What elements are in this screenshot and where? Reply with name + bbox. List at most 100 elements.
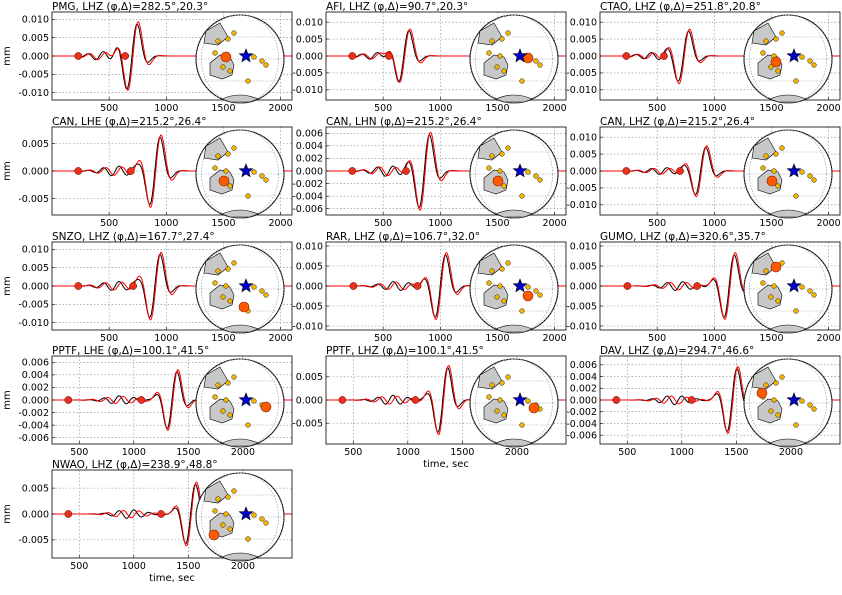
y-tick-label: 0.010: [570, 241, 597, 252]
x-tick-label: 500: [100, 218, 118, 229]
x-tick-label: 1000: [428, 218, 452, 229]
station-dot: [501, 68, 507, 74]
x-tick-label: 2000: [779, 447, 803, 458]
x-tick-label: 500: [618, 447, 636, 458]
x-tick-label: 500: [70, 447, 88, 458]
station-dot: [215, 496, 221, 502]
station-dot: [227, 298, 233, 304]
epicenter-star-icon: [238, 163, 254, 178]
y-tick-label: 0.000: [296, 166, 323, 177]
onset-marker: [74, 167, 83, 175]
phase-marker-2: [413, 282, 422, 290]
y-tick-label: 0.000: [22, 395, 49, 406]
onset-marker: [622, 167, 631, 175]
station-dot: [771, 168, 777, 174]
panel-2: 500 1000 1500 2000 0.010 0.005 0.000 -0.005 -0.0…: [292, 1, 566, 114]
phase-marker-2: [687, 396, 696, 404]
station-dot: [225, 266, 231, 272]
y-tick-label: 0.004: [22, 370, 49, 381]
x-tick-label: 1500: [759, 218, 783, 229]
station-dot: [220, 408, 226, 414]
asia-landmass: [203, 366, 229, 390]
x-tick-label: 1000: [154, 333, 178, 344]
x-tick-label: 1000: [702, 333, 726, 344]
station-dot: [489, 268, 495, 274]
station-dot: [773, 380, 779, 386]
y-tick-label: 0.000: [22, 509, 49, 520]
station-dot: [779, 30, 785, 36]
panel-title: PMG, LHZ (φ,Δ)=282.5°,20.3°: [52, 1, 208, 13]
station-dot: [231, 374, 237, 380]
phase-marker-2: [127, 167, 135, 175]
target-station-marker: [766, 175, 778, 187]
x-tick-label: 1500: [450, 447, 474, 458]
station-dot: [227, 183, 233, 189]
y-tick-label: -0.005: [566, 301, 597, 312]
y-tick-label: 0.005: [22, 139, 49, 150]
antarctica-landmass: [221, 552, 259, 561]
station-dot: [519, 78, 525, 84]
station-dot: [505, 374, 511, 380]
phase-marker-2: [402, 167, 410, 175]
panel-4: 500 1000 1500 2000 0.005 0.000 -0.005 CAN, LHE …: [2, 116, 293, 229]
station-dot: [220, 64, 226, 70]
epicenter-star-icon: [512, 163, 528, 178]
y-tick-label: -0.006: [18, 433, 49, 444]
station-dot: [251, 512, 257, 518]
panel-13: 500 1000 1500 2000 0.005 0.000 -0.005 NWAO, LHZ…: [2, 459, 293, 584]
y-tick-label: -0.005: [18, 70, 49, 81]
y-tick-label: -0.010: [566, 321, 597, 332]
epicenter-star-icon: [786, 278, 802, 293]
station-dot: [227, 526, 233, 532]
panel-title: CAN, LHZ (φ,Δ)=215.2°,26.4°: [600, 116, 755, 128]
station-dot: [768, 408, 774, 414]
epicenter-star-icon: [786, 163, 802, 178]
y-tick-label: -0.005: [18, 300, 49, 311]
phase-marker-2: [385, 52, 393, 60]
station-dot: [811, 292, 817, 298]
y-tick-label: -0.005: [566, 183, 597, 194]
asia-landmass: [203, 252, 229, 276]
station-dot: [251, 169, 257, 175]
asia-landmass: [751, 252, 777, 276]
onset-marker: [348, 167, 357, 175]
onset-marker: [338, 396, 347, 404]
station-dot: [537, 292, 543, 298]
station-dot: [499, 380, 505, 386]
y-tick-label: 0.005: [570, 149, 597, 160]
station-dot: [220, 294, 226, 300]
station-map-globe: [469, 358, 559, 448]
y-tick-label: 0.005: [296, 261, 323, 272]
station-map-globe: [743, 244, 833, 334]
antarctica-landmass: [221, 324, 259, 333]
y-tick-label: -0.002: [18, 408, 49, 419]
station-dot: [225, 494, 231, 500]
phase-marker-2: [157, 510, 165, 518]
station-dot: [251, 284, 257, 290]
station-dot: [263, 292, 269, 298]
y-tick-label: -0.002: [292, 179, 323, 190]
y-tick-label: 0.005: [22, 483, 49, 494]
asia-landmass: [203, 22, 229, 46]
y-axis-label: mm: [2, 276, 13, 295]
y-tick-label: 0.000: [22, 166, 49, 177]
station-dot: [519, 193, 525, 199]
y-tick-label: 0.000: [570, 166, 597, 177]
station-map-globe: [743, 358, 833, 448]
station-dot: [763, 38, 769, 44]
phase-marker-2: [137, 396, 146, 404]
station-dot: [227, 68, 233, 74]
station-dot: [525, 398, 531, 404]
y-tick-label: -0.010: [566, 200, 597, 211]
station-dot: [799, 398, 805, 404]
station-map-globe: [743, 129, 833, 219]
y-tick-label: 0.000: [570, 51, 597, 62]
panel-title: CAN, LHN (φ,Δ)=215.2°,26.4°: [326, 116, 482, 128]
station-dot: [779, 374, 785, 380]
station-dot: [489, 382, 495, 388]
station-dot: [763, 268, 769, 274]
station-dot: [760, 165, 766, 171]
y-tick-label: -0.005: [18, 535, 49, 546]
panel-title: GUMO, LHZ (φ,Δ)=320.6°,35.7°: [600, 231, 766, 243]
